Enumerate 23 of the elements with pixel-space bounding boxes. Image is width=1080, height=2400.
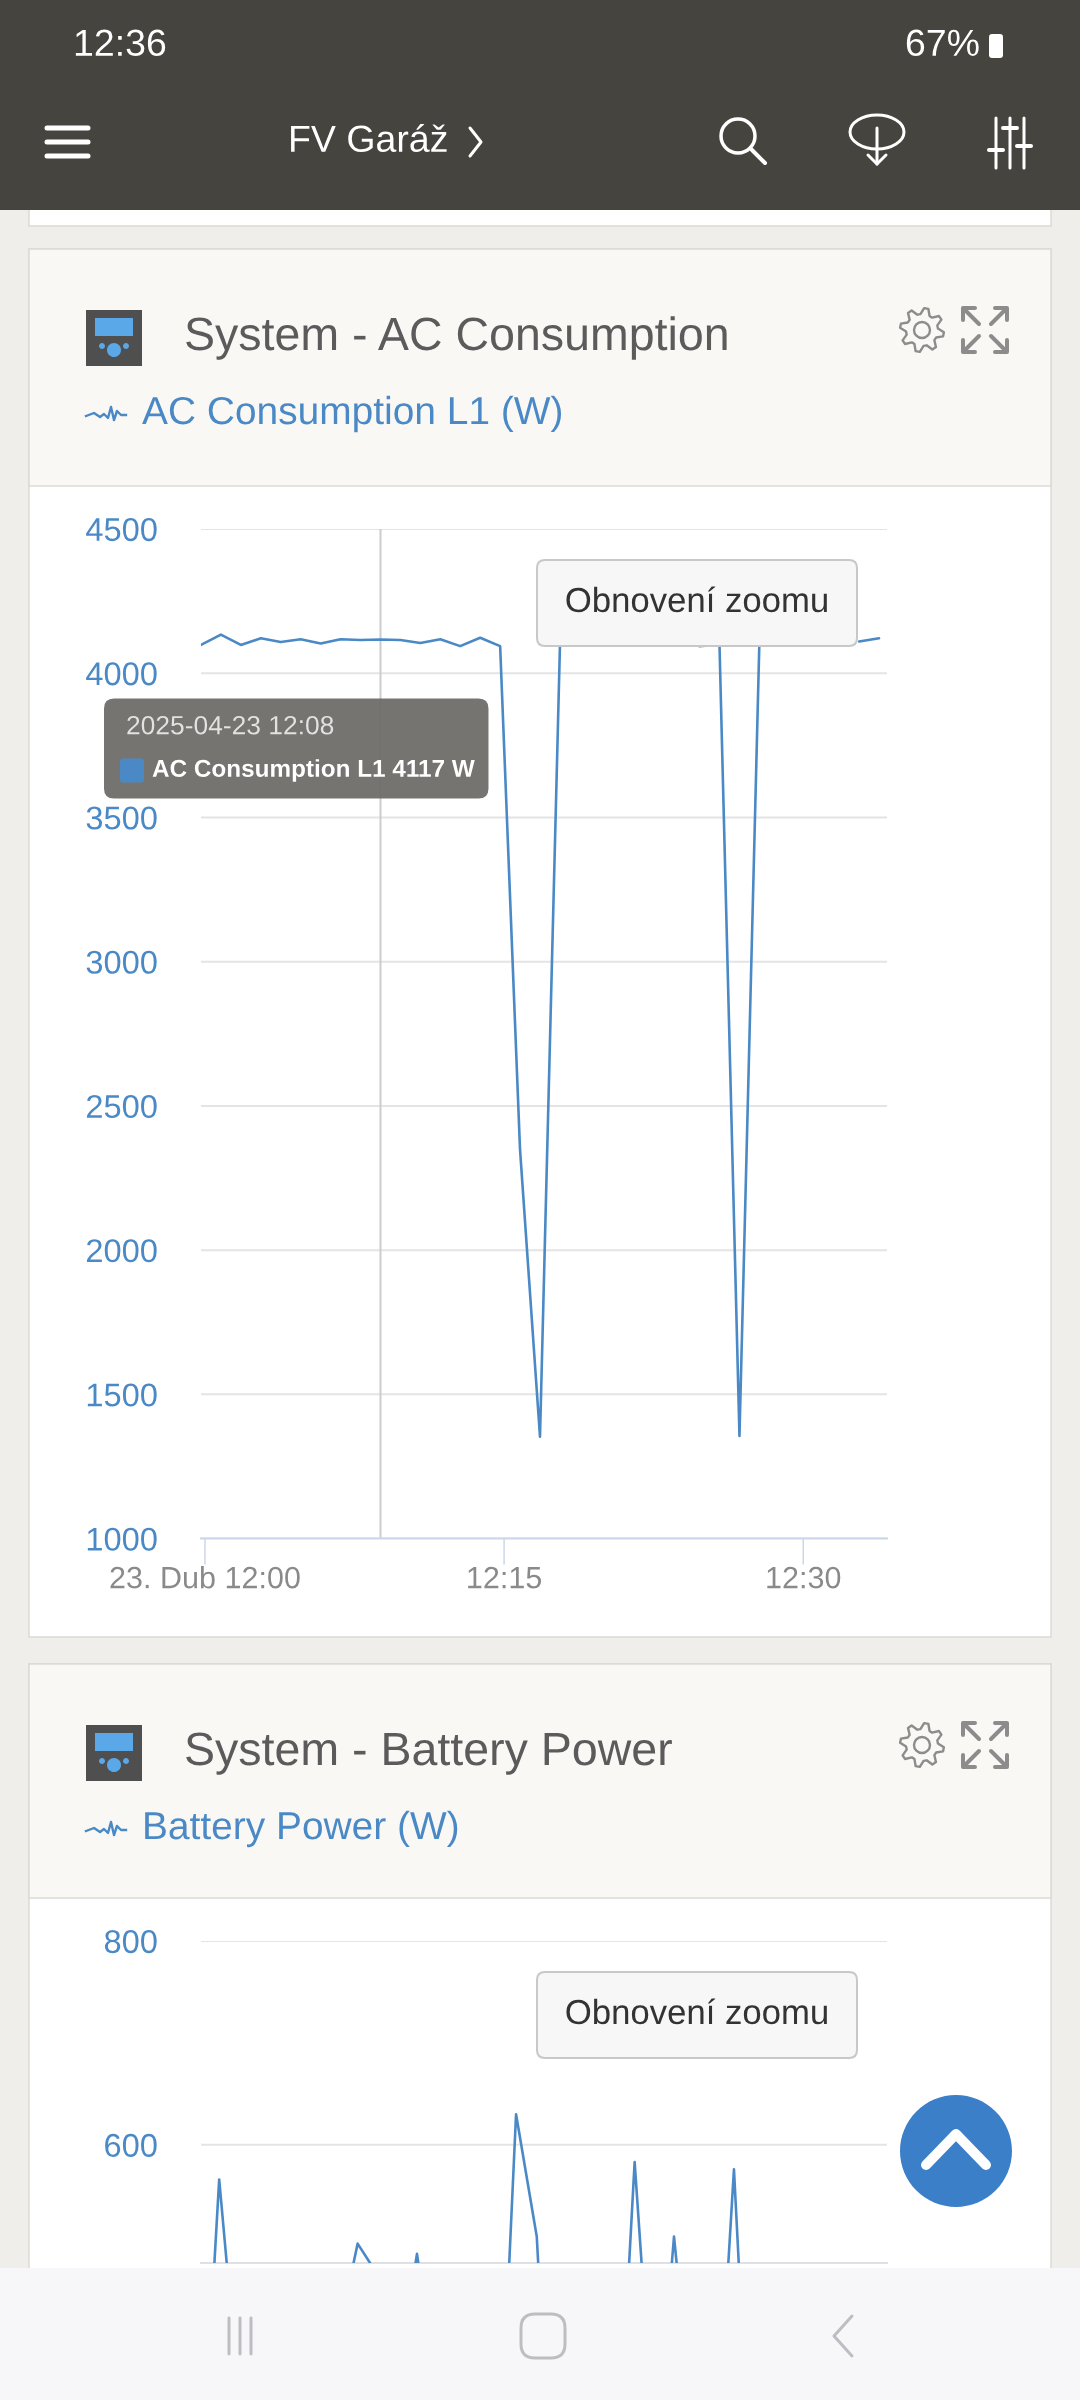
text: 12:36 [75,29,166,57]
text: FV Garáž [291,124,447,153]
x-tick-label: 23. Dub 12:00 [110,1565,300,1589]
y-tick-label: 3500 [86,806,157,830]
x-tick-label: 12:15 [468,1566,542,1589]
x-tick-label: 12:30 [767,1566,841,1589]
y-tick-label: 600 [105,2133,157,2157]
y-tick-label: 2000 [86,1239,157,1263]
text: 67% [906,29,979,57]
chart-title: System - AC Consumption [186,316,727,360]
annotation: 2025-04-23 12:08 AC Consumption L1 4117 W [127,715,475,782]
y-tick-label: 1000 [87,1527,157,1551]
chart-title: System - Battery Power [186,1732,672,1775]
annotation: Obnovení zoomu [566,1998,827,2025]
legend-label: Battery Power (W) [145,1810,458,1848]
y-tick-label: 4500 [86,518,157,542]
y-tick-label: 3000 [86,950,157,974]
y-tick-label: 800 [104,1930,157,1954]
y-tick-label: 1500 [87,1383,157,1407]
y-tick-label: 4000 [86,662,157,686]
legend-label: AC Consumption L1 (W) [142,395,562,433]
y-tick-label: 2500 [86,1094,157,1119]
annotation: Obnovení zoomu [566,586,827,613]
